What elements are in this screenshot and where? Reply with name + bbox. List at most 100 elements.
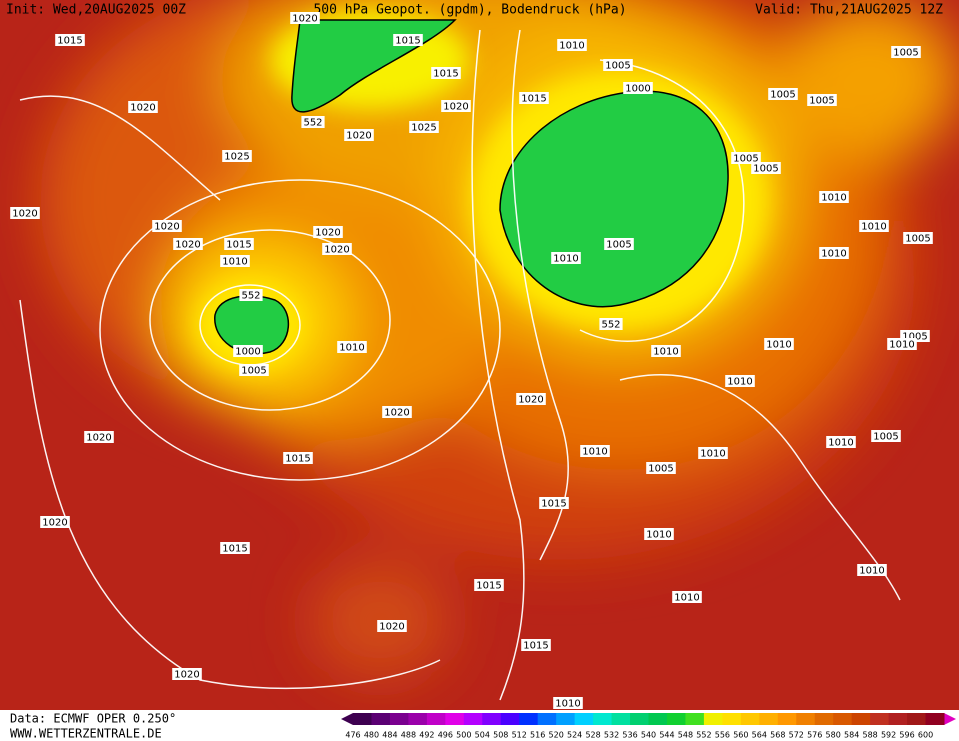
scale-swatch (907, 713, 927, 725)
isobar-label-bg (651, 345, 681, 357)
isobar-label: 1020 (154, 222, 179, 233)
isobar-label-bg (441, 100, 471, 112)
isobar-label: 1015 (521, 94, 546, 105)
scale-label: 520 (549, 731, 564, 740)
isobar-label-bg (55, 34, 85, 46)
isobar-label: 1010 (339, 343, 364, 354)
scale-swatch (870, 713, 890, 725)
isobar-label: 1020 (384, 408, 409, 419)
isobar-label: 1010 (653, 347, 678, 358)
isobar-label: 1015 (395, 36, 420, 47)
isobar-label: 1000 (625, 84, 650, 95)
scale-swatch (463, 713, 483, 725)
isobar-label-bg (516, 393, 546, 405)
isobar-label: 1020 (174, 670, 199, 681)
isobar-label-bg (768, 88, 798, 100)
isobar-label: 1010 (766, 340, 791, 351)
scale-swatch (611, 713, 631, 725)
isobar-label: 1015 (226, 240, 251, 251)
scale-label: 564 (752, 731, 767, 740)
isobar-label-bg (220, 542, 250, 554)
isobar-label: 1000 (235, 347, 260, 358)
scale-label: 552 (696, 731, 711, 740)
isobar-label-bg (539, 497, 569, 509)
isobar-label: 552 (303, 118, 322, 129)
isobar-label: 1025 (224, 152, 249, 163)
isobar-label: 1005 (241, 366, 266, 377)
isobar-label: 1005 (893, 48, 918, 59)
isobar-label: 1005 (605, 61, 630, 72)
isobar-label: 1015 (222, 544, 247, 555)
isobar-label-bg (807, 94, 837, 106)
isobar-label: 1020 (315, 228, 340, 239)
isobar-label-bg (344, 129, 374, 141)
isobar-label-bg (301, 116, 325, 128)
isobar-label-bg (819, 191, 849, 203)
scale-swatch (630, 713, 649, 725)
scale-swatch (426, 713, 446, 725)
isobar-label-bg (40, 516, 70, 528)
isobar-labels: 1015 1020 1015 1010 1005 1005 1015 1000 1005 1005… (10, 12, 933, 710)
isobar-label: 1010 (674, 593, 699, 604)
isobar-label-bg (646, 462, 676, 474)
scale-label: 480 (364, 731, 379, 740)
isobar-label-bg (604, 238, 634, 250)
isobar-label: 1020 (518, 395, 543, 406)
isobar-label-bg (10, 207, 40, 219)
isobar-label-bg (599, 318, 623, 330)
isobar-label-bg (239, 364, 269, 376)
scale-label: 580 (826, 731, 841, 740)
isobar-label-bg (222, 150, 252, 162)
isobar-label: 1015 (523, 641, 548, 652)
isobar-label: 1015 (476, 581, 501, 592)
isobar-label-bg (887, 338, 917, 350)
isobar-label-bg (172, 668, 202, 680)
isobar-label: 1020 (346, 131, 371, 142)
isobar-label-bg (337, 341, 367, 353)
isobar-label-bg (431, 67, 461, 79)
isobar-label-bg (377, 620, 407, 632)
isobar-label: 1005 (873, 432, 898, 443)
isobar-label: 1010 (555, 699, 580, 710)
isobar-label-bg (84, 431, 114, 443)
isobar-label: 1010 (553, 254, 578, 265)
scale-swatch (666, 713, 686, 725)
isobar-label-bg (152, 220, 182, 232)
isobar-label: 1010 (859, 566, 884, 577)
isobar-label-bg (603, 59, 633, 71)
scale-label: 528 (585, 731, 600, 740)
scale-label: 504 (475, 731, 490, 740)
scale-label: 492 (419, 731, 434, 740)
scale-swatch (796, 713, 816, 725)
isobar-label-bg (871, 430, 901, 442)
isobar-label-bg (826, 436, 856, 448)
scale-swatch (482, 713, 502, 725)
isobar-label-bg (382, 406, 412, 418)
scale-swatch (814, 713, 834, 725)
scale-label: 544 (659, 731, 674, 740)
scale-label: 584 (844, 731, 859, 740)
scale-swatch (888, 713, 908, 725)
isobar-label: 1015 (541, 499, 566, 510)
isobar-label-bg (725, 375, 755, 387)
isobar-label: 1005 (809, 96, 834, 107)
scale-arrow-high (944, 713, 956, 725)
map-title: 500 hPa Geopot. (gpdm), Bodendruck (hPa) (313, 3, 626, 18)
isobar-label: 1010 (646, 530, 671, 541)
scale-swatch (389, 713, 409, 725)
isobar-label-bg (283, 452, 313, 464)
scale-swatch (833, 713, 853, 725)
isobar-label: 1010 (222, 257, 247, 268)
isobar-label-bg (859, 220, 889, 232)
isobar-label-bg (698, 447, 728, 459)
scale-swatch (556, 713, 576, 725)
scale-swatch (519, 713, 539, 725)
isobar-label: 1015 (433, 69, 458, 80)
isobar-label: 552 (601, 320, 620, 331)
scale-label: 496 (438, 731, 453, 740)
isobar-label: 1020 (324, 245, 349, 256)
scale-label: 476 (345, 731, 360, 740)
scale-label: 568 (770, 731, 785, 740)
isobar-label-bg (731, 152, 761, 164)
scale-label: 588 (862, 731, 877, 740)
